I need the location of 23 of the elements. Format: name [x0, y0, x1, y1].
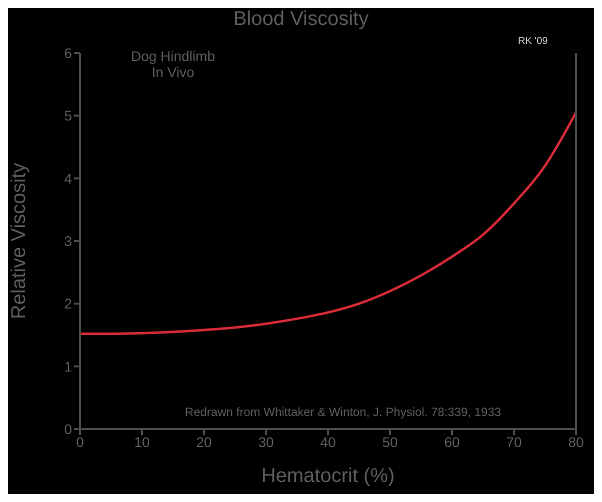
- annotation: Redrawn from Whittaker & Winton, J. Physiol. 78:339, 1933: [184, 405, 502, 420]
- x-tick-label: 40: [320, 434, 336, 450]
- y-tick-label: 3: [64, 232, 72, 249]
- y-tick-label: 1: [64, 358, 72, 374]
- y-tick-label: 4: [64, 170, 72, 186]
- y-tick-label: 6: [64, 44, 72, 61]
- text: RK '09: [518, 36, 549, 48]
- y-tick-label: 5: [64, 108, 72, 124]
- x-tick-label: 10: [134, 434, 150, 450]
- y-tick-label: 2: [64, 296, 72, 312]
- x-tick-label: 30: [258, 434, 274, 450]
- x-tick-label: 0: [76, 434, 84, 450]
- y-tick-label: 0: [64, 420, 72, 437]
- annotation: Dog Hindlimb In Vivo: [130, 48, 216, 80]
- x-tick-label: 20: [196, 434, 212, 450]
- line-series: [80, 111, 576, 335]
- x-tick-label: 50: [382, 434, 398, 450]
- chart-title: Blood Viscosity: [232, 8, 370, 31]
- y-axis-title: Relative Viscosity: [8, 162, 30, 320]
- x-tick-label: 70: [506, 434, 522, 450]
- x-axis-title: Hematocrit (%): [261, 465, 395, 487]
- x-tick-label: 80: [568, 434, 584, 450]
- x-tick-label: 60: [444, 434, 460, 450]
